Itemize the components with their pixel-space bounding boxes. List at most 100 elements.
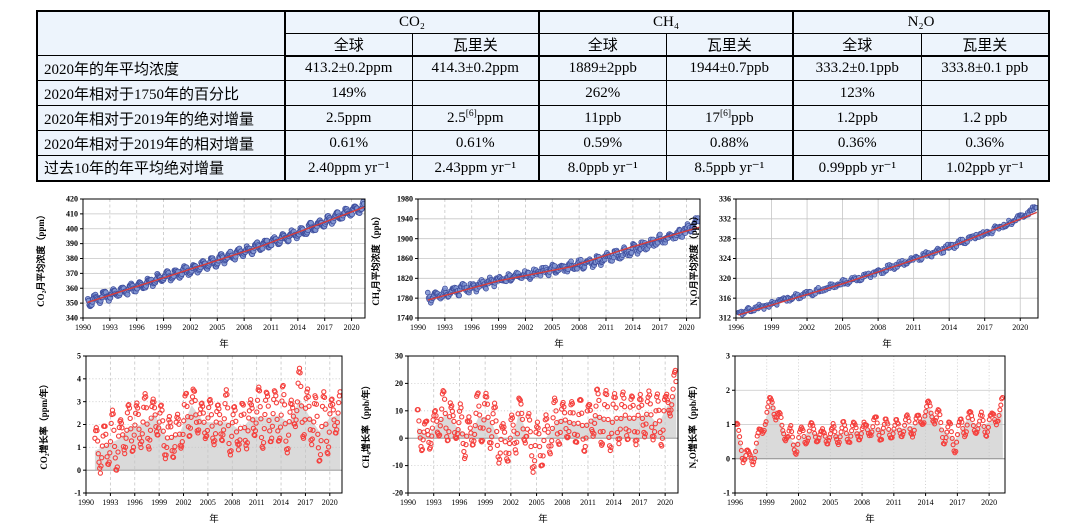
y-tick-label: 5: [77, 352, 81, 361]
x-tick-label: 2014: [625, 323, 641, 332]
co2-concentration-figure: 1990 1993 1996 1999 2002 2005 2008 2011 2014 2017…: [33, 193, 377, 352]
value-cell: 1889±2ppb: [538, 55, 667, 81]
table-body: 2020年的年平均浓度 413.2±0.2ppm 414.3±0.2ppm 1889±…: [36, 55, 1050, 181]
y-tick-label: -1: [74, 489, 81, 498]
monthly-points: [424, 215, 700, 306]
group-header-2: N₂O: [792, 10, 1050, 34]
x-tick-label: 2017: [297, 498, 313, 507]
x-tick-label: 2017: [317, 323, 333, 332]
ghg-summary-table: CO₂ CH₄ N₂O 全球 瓦里关 全球 瓦里关 全球 瓦里关 2020年的年平均浓度 413.…: [36, 10, 1051, 182]
x-tick-label: 2005: [544, 323, 560, 332]
y-tick-label: 2: [726, 386, 730, 395]
x-tick-label: 1999: [759, 498, 775, 507]
co2-concentration-chart: 1990 1993 1996 1999 2002 2005 2008 2011 2014 2017…: [35, 195, 366, 350]
ch4-growth-rate-chart: 1990 1993 1996 1999 2002 2005 2008 2011 2014 2017…: [360, 352, 679, 525]
value-cell: 0.36%: [920, 130, 1050, 156]
sub-header: 全球: [538, 32, 667, 57]
sub-header: 瓦里关: [411, 32, 540, 57]
x-tick-label: 2014: [606, 498, 622, 507]
value-cell: 413.2±0.2ppm: [284, 55, 413, 81]
value-cell: 333.8±0.1 ppb: [920, 55, 1050, 81]
x-tick-label: 2005: [835, 323, 851, 332]
y-tick-label: -20: [392, 489, 403, 498]
value-cell: 2.5ppm: [284, 105, 413, 131]
y-tick-label: 20: [395, 379, 403, 388]
x-tick-label: 1999: [491, 323, 507, 332]
ghg-summary-table-wrap: CO₂ CH₄ N₂O 全球 瓦里关 全球 瓦里关 全球 瓦里关 2020年的年平均浓度 413.…: [36, 10, 1051, 182]
n2o-growth-rate-chart: 1996 1999 2002 2005 2008 2011 2014 2017 2020 -1 0 1…: [687, 352, 1006, 525]
y-tick-label: 370: [66, 269, 78, 278]
row-label: 过去10年的年平均绝对增量: [36, 155, 286, 181]
x-tick-label: 2002: [799, 323, 815, 332]
y-axis-label: CO₂月平均浓度（ppm）: [35, 210, 46, 307]
x-tick-label: 2005: [529, 498, 545, 507]
y-tick-label: 1860: [397, 254, 413, 263]
y-axis-label: N₂O增长率（ppb/年）: [687, 381, 698, 469]
x-tick-label: 2011: [886, 498, 902, 507]
y-tick-label: 332: [719, 214, 731, 223]
x-tick-label: 2008: [554, 498, 570, 507]
table-row: 2020年相对于1750年的百分比 149% 262% 123%: [36, 80, 1050, 106]
sub-header: 瓦里关: [665, 32, 794, 57]
row-label: 2020年相对于2019年的绝对增量: [36, 105, 286, 131]
value-cell: 1.02ppb yr⁻¹: [920, 155, 1050, 181]
x-tick-label: 1990: [400, 498, 416, 507]
x-tick-label: 2014: [273, 498, 289, 507]
x-tick-label: 2020: [981, 498, 997, 507]
x-tick-label: 1996: [127, 498, 143, 507]
x-tick-label: 1993: [102, 498, 118, 507]
y-tick-label: 0: [77, 466, 81, 475]
x-tick-label: 2014: [290, 323, 306, 332]
y-tick-label: -10: [392, 461, 403, 470]
monthly-points: [736, 204, 1038, 318]
value-cell: 2.5[6]ppm: [411, 105, 540, 131]
x-tick-label: 2002: [503, 498, 519, 507]
table-row: 2020年的年平均浓度 413.2±0.2ppm 414.3±0.2ppm 1889±…: [36, 55, 1050, 81]
y-tick-label: 1780: [397, 294, 413, 303]
x-tick-label: 1993: [426, 498, 442, 507]
y-axis-label: CO₂增长率（ppm/年）: [38, 379, 49, 469]
growth-rate-beads: [735, 394, 1005, 468]
x-tick-label: 2014: [918, 498, 934, 507]
sub-header: 全球: [284, 32, 413, 57]
value-cell: 17[6]ppb: [665, 105, 794, 131]
x-axis-label: 年: [538, 513, 548, 525]
y-tick-label: 1940: [397, 214, 413, 223]
x-tick-label: 1999: [764, 323, 780, 332]
x-axis-label: 年: [219, 338, 229, 350]
x-tick-label: 2005: [200, 498, 216, 507]
value-cell: 1.2 ppb: [920, 105, 1050, 131]
x-tick-label: 1990: [410, 323, 426, 332]
x-tick-label: 1996: [129, 323, 145, 332]
y-tick-label: 400: [66, 224, 78, 233]
x-tick-label: 2008: [870, 323, 886, 332]
trend-line: [427, 226, 700, 301]
table-row: 过去10年的年平均绝对增量 2.40ppm yr⁻¹ 2.43ppm yr⁻¹ 8.0…: [36, 155, 1050, 181]
x-tick-label: 2002: [791, 498, 807, 507]
x-axis-label: 年: [865, 513, 875, 525]
sub-header: 全球: [792, 32, 922, 57]
value-cell: 262%: [538, 80, 667, 106]
y-tick-label: 328: [719, 234, 731, 243]
y-axis-label: CH₄月平均浓度（ppb）: [370, 211, 381, 305]
y-tick-label: 350: [66, 299, 78, 308]
value-cell: 2.40ppm yr⁻¹: [284, 155, 413, 181]
row-label: 2020年相对于2019年的相对增量: [36, 130, 286, 156]
x-tick-label: 1996: [727, 498, 743, 507]
y-tick-label: 336: [719, 195, 731, 204]
x-tick-label: 2008: [224, 498, 240, 507]
x-tick-label: 2017: [977, 323, 993, 332]
trend-line: [738, 211, 1038, 316]
x-axis-label: 年: [209, 513, 219, 525]
x-tick-label: 1996: [728, 323, 744, 332]
y-tick-label: 320: [719, 274, 731, 283]
value-cell: [411, 80, 540, 106]
x-tick-label: 1993: [102, 323, 118, 332]
x-axis-label: 年: [554, 338, 564, 350]
y-tick-label: 420: [66, 195, 78, 204]
value-cell: 2.43ppm yr⁻¹: [411, 155, 540, 181]
x-tick-label: 2002: [182, 323, 198, 332]
x-tick-label: 2008: [236, 323, 252, 332]
y-tick-label: 3: [77, 397, 81, 406]
